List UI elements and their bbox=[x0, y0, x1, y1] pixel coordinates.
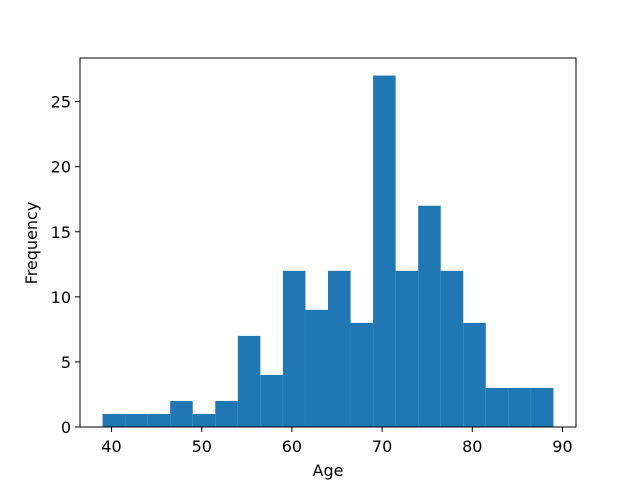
y-tick-label: 20 bbox=[51, 158, 71, 177]
bar bbox=[328, 270, 351, 427]
bar bbox=[508, 387, 531, 427]
x-tick-label: 70 bbox=[372, 437, 392, 456]
y-tick-label: 0 bbox=[61, 418, 71, 437]
x-tick-label: 80 bbox=[462, 437, 482, 456]
y-tick-label: 15 bbox=[51, 223, 71, 242]
bar bbox=[350, 322, 374, 427]
bar bbox=[125, 413, 148, 427]
x-tick-label: 40 bbox=[101, 437, 121, 456]
bar bbox=[305, 309, 328, 427]
x-tick-label: 90 bbox=[552, 437, 572, 456]
y-tick-label: 10 bbox=[51, 288, 71, 307]
y-axis-label: Frequency bbox=[22, 202, 41, 285]
x-axis-label: Age bbox=[313, 461, 344, 480]
bar bbox=[192, 413, 216, 427]
bar bbox=[418, 205, 441, 427]
x-tick-label: 60 bbox=[282, 437, 302, 456]
bar bbox=[530, 387, 554, 427]
bar bbox=[237, 335, 261, 427]
bar bbox=[282, 270, 306, 427]
bar bbox=[395, 270, 419, 427]
bar bbox=[485, 387, 509, 427]
bar bbox=[440, 270, 464, 427]
y-tick-label: 25 bbox=[51, 93, 71, 112]
y-tick-label: 5 bbox=[61, 353, 71, 372]
bar bbox=[102, 413, 126, 427]
bar bbox=[215, 400, 238, 427]
bar bbox=[463, 322, 486, 427]
bar bbox=[147, 413, 171, 427]
bar bbox=[260, 374, 283, 427]
plot-frame bbox=[79, 57, 577, 428]
bar bbox=[373, 75, 396, 428]
x-tick-label: 50 bbox=[192, 437, 212, 456]
bar bbox=[170, 400, 193, 427]
